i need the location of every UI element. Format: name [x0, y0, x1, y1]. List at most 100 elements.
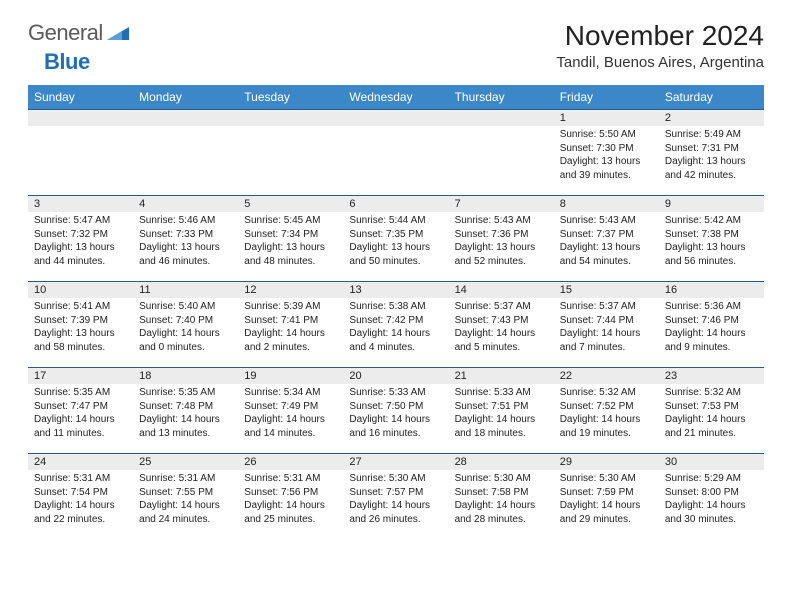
day-details: Sunrise: 5:37 AMSunset: 7:44 PMDaylight:…	[554, 298, 659, 358]
month-title: November 2024	[556, 20, 764, 52]
day-details: Sunrise: 5:29 AMSunset: 8:00 PMDaylight:…	[659, 470, 764, 530]
calendar-cell: 20Sunrise: 5:33 AMSunset: 7:50 PMDayligh…	[343, 367, 448, 453]
day-details: Sunrise: 5:35 AMSunset: 7:47 PMDaylight:…	[28, 384, 133, 444]
calendar-cell: 18Sunrise: 5:35 AMSunset: 7:48 PMDayligh…	[133, 367, 238, 453]
day-details: Sunrise: 5:31 AMSunset: 7:56 PMDaylight:…	[238, 470, 343, 530]
calendar-cell: 14Sunrise: 5:37 AMSunset: 7:43 PMDayligh…	[449, 281, 554, 367]
day-number: 27	[343, 453, 448, 470]
weekday-header: Sunday	[28, 85, 133, 109]
calendar-cell	[449, 109, 554, 195]
day-details: Sunrise: 5:30 AMSunset: 7:59 PMDaylight:…	[554, 470, 659, 530]
calendar-cell: 25Sunrise: 5:31 AMSunset: 7:55 PMDayligh…	[133, 453, 238, 539]
day-details: Sunrise: 5:40 AMSunset: 7:40 PMDaylight:…	[133, 298, 238, 358]
day-details: Sunrise: 5:41 AMSunset: 7:39 PMDaylight:…	[28, 298, 133, 358]
calendar-week-row: 17Sunrise: 5:35 AMSunset: 7:47 PMDayligh…	[28, 367, 764, 453]
day-number: 18	[133, 367, 238, 384]
calendar-cell	[28, 109, 133, 195]
calendar-cell: 22Sunrise: 5:32 AMSunset: 7:52 PMDayligh…	[554, 367, 659, 453]
weekday-header: Friday	[554, 85, 659, 109]
weekday-header: Thursday	[449, 85, 554, 109]
day-details: Sunrise: 5:37 AMSunset: 7:43 PMDaylight:…	[449, 298, 554, 358]
logo-text-general: General	[28, 20, 103, 46]
day-number	[133, 109, 238, 126]
calendar-cell: 1Sunrise: 5:50 AMSunset: 7:30 PMDaylight…	[554, 109, 659, 195]
calendar-cell	[133, 109, 238, 195]
calendar-cell: 16Sunrise: 5:36 AMSunset: 7:46 PMDayligh…	[659, 281, 764, 367]
calendar-week-row: 24Sunrise: 5:31 AMSunset: 7:54 PMDayligh…	[28, 453, 764, 539]
weekday-header: Saturday	[659, 85, 764, 109]
day-number: 5	[238, 195, 343, 212]
day-number: 22	[554, 367, 659, 384]
calendar-week-row: 1Sunrise: 5:50 AMSunset: 7:30 PMDaylight…	[28, 109, 764, 195]
day-details: Sunrise: 5:31 AMSunset: 7:54 PMDaylight:…	[28, 470, 133, 530]
day-number: 9	[659, 195, 764, 212]
day-number	[238, 109, 343, 126]
day-number: 21	[449, 367, 554, 384]
day-details: Sunrise: 5:39 AMSunset: 7:41 PMDaylight:…	[238, 298, 343, 358]
calendar-cell: 12Sunrise: 5:39 AMSunset: 7:41 PMDayligh…	[238, 281, 343, 367]
day-number: 15	[554, 281, 659, 298]
location: Tandil, Buenos Aires, Argentina	[556, 54, 764, 71]
day-details: Sunrise: 5:50 AMSunset: 7:30 PMDaylight:…	[554, 126, 659, 186]
day-details: Sunrise: 5:38 AMSunset: 7:42 PMDaylight:…	[343, 298, 448, 358]
day-number: 23	[659, 367, 764, 384]
calendar-cell: 26Sunrise: 5:31 AMSunset: 7:56 PMDayligh…	[238, 453, 343, 539]
day-details: Sunrise: 5:31 AMSunset: 7:55 PMDaylight:…	[133, 470, 238, 530]
logo: General	[28, 20, 131, 46]
calendar-cell	[238, 109, 343, 195]
calendar-cell: 17Sunrise: 5:35 AMSunset: 7:47 PMDayligh…	[28, 367, 133, 453]
day-details: Sunrise: 5:42 AMSunset: 7:38 PMDaylight:…	[659, 212, 764, 272]
calendar-cell: 28Sunrise: 5:30 AMSunset: 7:58 PMDayligh…	[449, 453, 554, 539]
day-number: 30	[659, 453, 764, 470]
day-number: 6	[343, 195, 448, 212]
calendar-week-row: 10Sunrise: 5:41 AMSunset: 7:39 PMDayligh…	[28, 281, 764, 367]
day-number: 28	[449, 453, 554, 470]
day-details: Sunrise: 5:34 AMSunset: 7:49 PMDaylight:…	[238, 384, 343, 444]
day-number	[343, 109, 448, 126]
day-number: 26	[238, 453, 343, 470]
day-number: 8	[554, 195, 659, 212]
day-number: 14	[449, 281, 554, 298]
calendar-cell: 9Sunrise: 5:42 AMSunset: 7:38 PMDaylight…	[659, 195, 764, 281]
day-details: Sunrise: 5:43 AMSunset: 7:36 PMDaylight:…	[449, 212, 554, 272]
day-details: Sunrise: 5:45 AMSunset: 7:34 PMDaylight:…	[238, 212, 343, 272]
day-number: 12	[238, 281, 343, 298]
day-details: Sunrise: 5:46 AMSunset: 7:33 PMDaylight:…	[133, 212, 238, 272]
calendar-cell: 6Sunrise: 5:44 AMSunset: 7:35 PMDaylight…	[343, 195, 448, 281]
calendar-cell: 7Sunrise: 5:43 AMSunset: 7:36 PMDaylight…	[449, 195, 554, 281]
day-number: 4	[133, 195, 238, 212]
day-number: 7	[449, 195, 554, 212]
day-number: 11	[133, 281, 238, 298]
day-number: 20	[343, 367, 448, 384]
day-details: Sunrise: 5:43 AMSunset: 7:37 PMDaylight:…	[554, 212, 659, 272]
calendar-cell: 30Sunrise: 5:29 AMSunset: 8:00 PMDayligh…	[659, 453, 764, 539]
calendar-cell: 15Sunrise: 5:37 AMSunset: 7:44 PMDayligh…	[554, 281, 659, 367]
calendar-cell: 3Sunrise: 5:47 AMSunset: 7:32 PMDaylight…	[28, 195, 133, 281]
day-details: Sunrise: 5:33 AMSunset: 7:50 PMDaylight:…	[343, 384, 448, 444]
day-number	[28, 109, 133, 126]
day-details: Sunrise: 5:36 AMSunset: 7:46 PMDaylight:…	[659, 298, 764, 358]
day-number	[449, 109, 554, 126]
day-details: Sunrise: 5:32 AMSunset: 7:53 PMDaylight:…	[659, 384, 764, 444]
calendar-cell: 29Sunrise: 5:30 AMSunset: 7:59 PMDayligh…	[554, 453, 659, 539]
calendar-cell: 10Sunrise: 5:41 AMSunset: 7:39 PMDayligh…	[28, 281, 133, 367]
day-number: 29	[554, 453, 659, 470]
day-number: 19	[238, 367, 343, 384]
day-number: 3	[28, 195, 133, 212]
calendar-table: SundayMondayTuesdayWednesdayThursdayFrid…	[28, 85, 764, 539]
calendar-cell: 4Sunrise: 5:46 AMSunset: 7:33 PMDaylight…	[133, 195, 238, 281]
calendar-cell: 5Sunrise: 5:45 AMSunset: 7:34 PMDaylight…	[238, 195, 343, 281]
day-number: 16	[659, 281, 764, 298]
day-number: 17	[28, 367, 133, 384]
weekday-header: Wednesday	[343, 85, 448, 109]
logo-triangle-icon	[107, 22, 129, 45]
calendar-cell: 21Sunrise: 5:33 AMSunset: 7:51 PMDayligh…	[449, 367, 554, 453]
calendar-cell: 23Sunrise: 5:32 AMSunset: 7:53 PMDayligh…	[659, 367, 764, 453]
calendar-cell: 2Sunrise: 5:49 AMSunset: 7:31 PMDaylight…	[659, 109, 764, 195]
day-number: 25	[133, 453, 238, 470]
day-details: Sunrise: 5:47 AMSunset: 7:32 PMDaylight:…	[28, 212, 133, 272]
day-number: 24	[28, 453, 133, 470]
day-number: 13	[343, 281, 448, 298]
day-details: Sunrise: 5:30 AMSunset: 7:57 PMDaylight:…	[343, 470, 448, 530]
calendar-cell	[343, 109, 448, 195]
